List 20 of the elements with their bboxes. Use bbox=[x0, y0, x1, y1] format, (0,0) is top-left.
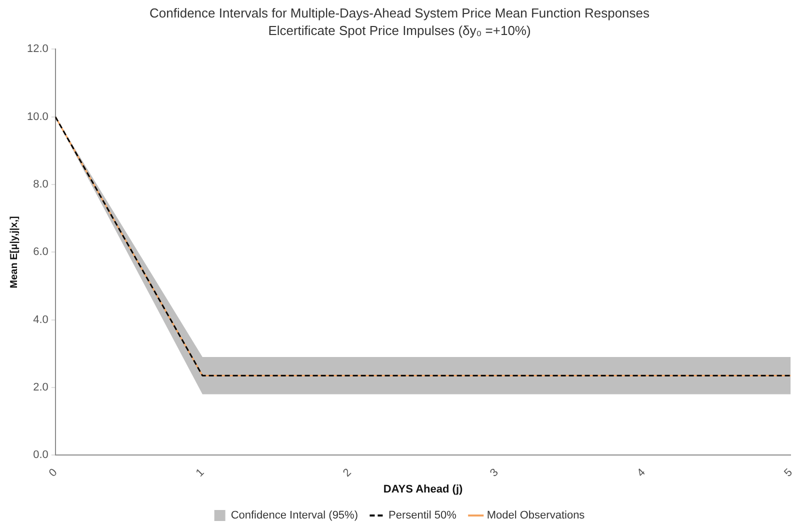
x-tick-label: 3 bbox=[488, 466, 501, 480]
y-tick-label: 10.0 bbox=[26, 110, 48, 123]
x-tick-label: 5 bbox=[782, 466, 795, 480]
y-tick-label: 12.0 bbox=[26, 43, 48, 56]
x-tick-label: 0 bbox=[46, 466, 60, 480]
y-tick-label: 8.0 bbox=[33, 178, 48, 191]
y-axis-title: Mean E[μ|y,j|x,] bbox=[8, 216, 20, 288]
x-tick-label: 4 bbox=[635, 466, 648, 480]
y-tick-label: 6.0 bbox=[33, 246, 48, 258]
y-tick-label: 0.0 bbox=[33, 449, 48, 462]
x-tick-label: 1 bbox=[194, 466, 207, 480]
legend-label: Model Observations bbox=[486, 510, 586, 522]
legend-label: Confidence Interval (95%) bbox=[230, 510, 358, 522]
y-tick-label: 4.0 bbox=[33, 314, 48, 326]
x-tick-label: 2 bbox=[340, 466, 354, 480]
chart-title: Confidence Intervals for Multiple-Days-Ahead System Price Mean Function Responses bbox=[149, 5, 650, 20]
legend-label: Persentil 50% bbox=[388, 510, 457, 522]
x-axis-title: DAYS Ahead (j) bbox=[383, 483, 463, 496]
chart-subtitle: Elcertificate Spot Price Impulses (δy₀ =+10%) bbox=[268, 22, 531, 38]
y-tick-label: 2.0 bbox=[33, 382, 48, 394]
